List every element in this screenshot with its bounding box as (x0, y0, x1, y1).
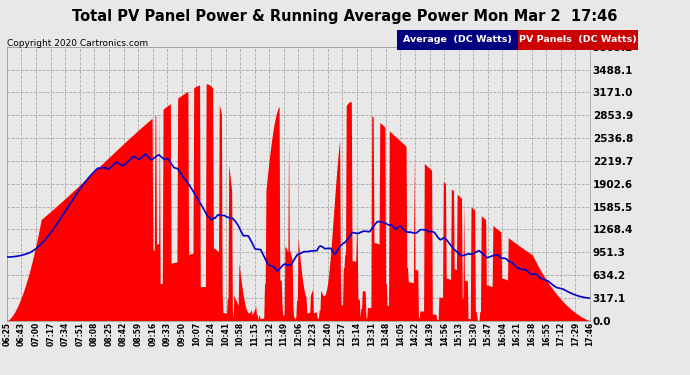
Text: Total PV Panel Power & Running Average Power Mon Mar 2  17:46: Total PV Panel Power & Running Average P… (72, 9, 618, 24)
Text: Average  (DC Watts): Average (DC Watts) (403, 35, 511, 44)
Text: Copyright 2020 Cartronics.com: Copyright 2020 Cartronics.com (7, 39, 148, 48)
Text: PV Panels  (DC Watts): PV Panels (DC Watts) (519, 35, 637, 44)
